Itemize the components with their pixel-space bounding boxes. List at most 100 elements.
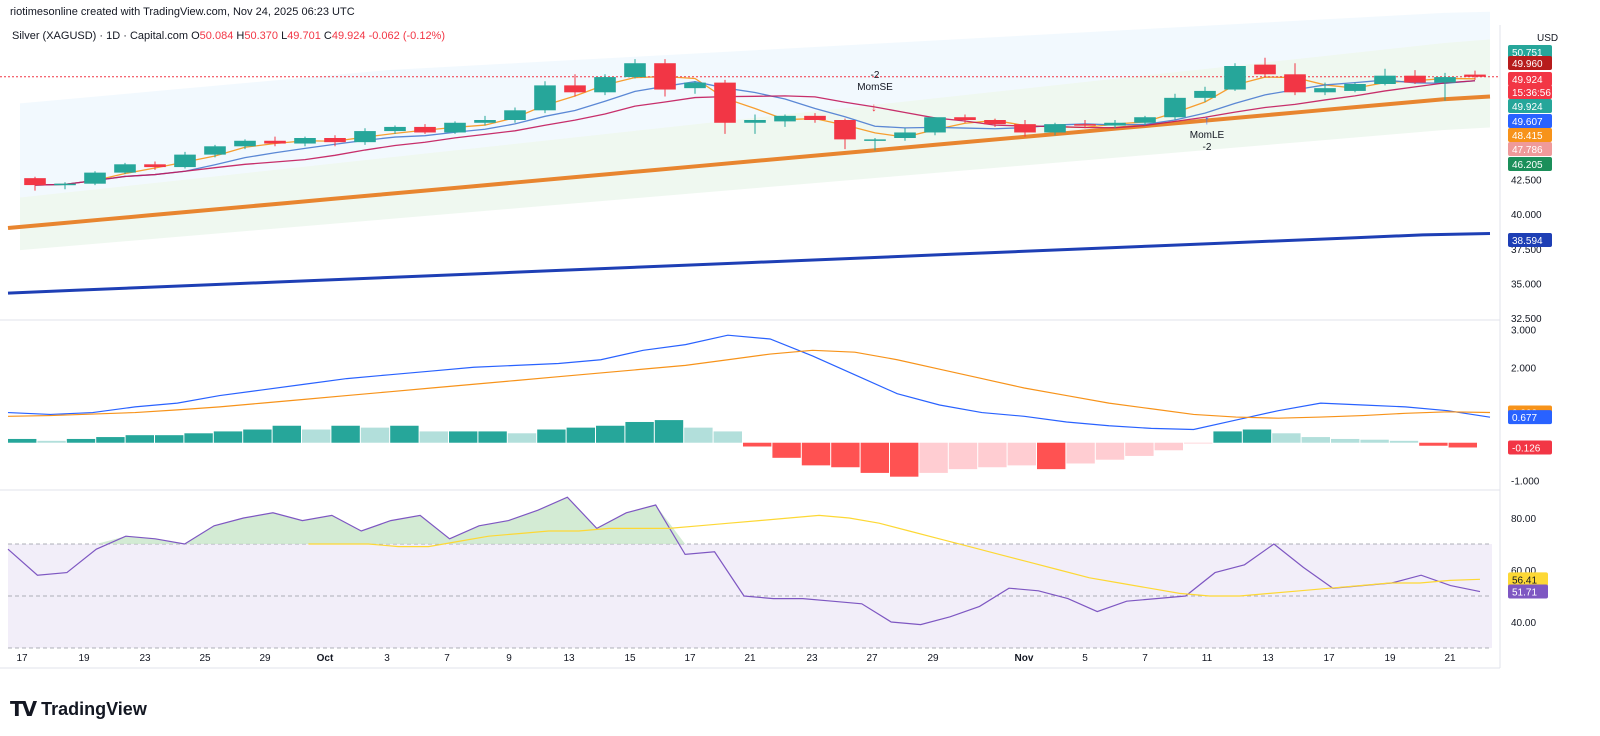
price-axis-badge-label: 38.594 [1512, 236, 1543, 247]
sell-arrow-icon: ↓ [871, 100, 877, 114]
candle-body [1044, 124, 1066, 133]
high-value: 50.370 [244, 30, 278, 42]
currency-label[interactable]: USD [1537, 33, 1559, 44]
macd-histogram-bar [1389, 440, 1419, 443]
candle-body [774, 115, 796, 122]
candle-body [624, 63, 646, 78]
candle-body [1104, 122, 1126, 126]
macd-histogram-bar [1331, 438, 1360, 443]
time-tick-label: 29 [927, 653, 939, 664]
close-value: 49.924 [331, 30, 366, 42]
sma-line [7, 232, 1491, 295]
price-axis-badge [1508, 85, 1552, 99]
rsi-line [7, 496, 1481, 626]
candle-body [984, 120, 1006, 125]
macd-histogram-bar [331, 425, 360, 443]
macd-histogram-bar [831, 442, 860, 468]
price-axis-badge-label: 49.924 [1512, 102, 1543, 113]
macd-histogram-bar [625, 421, 654, 443]
change-value: -0.062 (-0.12%) [368, 30, 446, 42]
macd-tick-label: -1.000 [1511, 476, 1540, 487]
candle-body [894, 132, 916, 138]
time-tick-label: 3 [384, 653, 390, 664]
macd-histogram-bar [596, 425, 625, 443]
macd-histogram-bar [96, 437, 125, 443]
brand-name: TradingView [41, 698, 147, 719]
macd-histogram-bar [1213, 431, 1242, 443]
macd-histogram-bar [478, 431, 507, 443]
upper-band-fill [20, 11, 1490, 198]
candle-body [1374, 75, 1396, 84]
candle-body [1194, 90, 1216, 98]
time-tick-label: 19 [78, 653, 90, 664]
candle-body [414, 126, 436, 133]
candle-body [1434, 77, 1456, 83]
macd-histogram-bar [8, 438, 37, 443]
ma-mid-line [34, 79, 1476, 186]
price-tick-label: 35.000 [1511, 279, 1542, 290]
candle-body [234, 140, 256, 147]
time-tick-label: 13 [1262, 653, 1274, 664]
price-axis-badge [1508, 45, 1552, 59]
price-axis-badge [1508, 56, 1552, 70]
chart-credit: riotimesonline created with TradingView.… [10, 6, 355, 18]
candle-body [24, 178, 46, 186]
macd-histogram-bar [213, 431, 243, 443]
long-ema-line [7, 94, 1491, 230]
rsi-tick-label: 60.00 [1511, 566, 1536, 577]
price-axis-badge-label: 47.786 [1512, 145, 1543, 156]
macd-tick-label: 2.000 [1511, 363, 1536, 374]
price-axis-badge [1508, 72, 1552, 86]
macd-histogram-bar [390, 425, 419, 443]
macd-histogram-bar [713, 431, 742, 443]
rsi-axis-badge [1508, 572, 1548, 587]
macd-histogram-bar [860, 442, 889, 473]
macd-histogram-bar [978, 442, 1007, 468]
ma-slow-line [34, 80, 1476, 186]
price-axis-badge-label: 50.751 [1512, 48, 1543, 59]
candle-body [204, 146, 226, 155]
time-tick-label: 29 [259, 653, 271, 664]
signal-count-label: -2 [1203, 142, 1212, 153]
macd-histogram-bar [419, 431, 448, 443]
candle-body [654, 63, 676, 90]
rsi-axis-badge [1508, 584, 1548, 599]
time-tick-label: 7 [1142, 653, 1148, 664]
macd-histogram-bar [1007, 442, 1036, 466]
macd-histogram-bar [1154, 442, 1183, 451]
macd-histogram-bar [1242, 429, 1272, 443]
price-axis-badge [1508, 233, 1552, 247]
time-tick-label: 23 [139, 653, 151, 664]
macd-histogram-bar [302, 429, 331, 443]
macd-histogram-bar [1419, 442, 1448, 446]
macd-histogram-bar [125, 435, 154, 443]
candle-body [1254, 64, 1276, 75]
macd-histogram-bar [1272, 433, 1301, 443]
lower-band-fill [20, 39, 1490, 251]
macd-histogram-bar [507, 433, 537, 443]
candle-body [1284, 74, 1306, 93]
time-tick-label: 23 [806, 653, 818, 664]
candle-body [1344, 84, 1366, 91]
macd-histogram-bar [272, 425, 301, 443]
rsi-ma-line [308, 514, 1481, 597]
time-tick-label: 11 [1202, 653, 1213, 664]
price-axis-badge-label: 49.924 [1512, 75, 1543, 86]
tradingview-logo: TV TradingView [10, 697, 147, 721]
macd-histogram-bar [1448, 442, 1477, 448]
macd-histogram-bar [801, 442, 831, 466]
time-tick-label: Oct [317, 653, 334, 664]
price-tick-label: 32.500 [1511, 314, 1542, 325]
macd-histogram-bar [566, 427, 595, 443]
candle-body [264, 140, 286, 144]
macd-histogram-bar [684, 427, 713, 443]
candle-body [384, 126, 406, 132]
signal-count-label: -2 [871, 70, 880, 81]
tradingview-logo-icon: TV [10, 697, 37, 721]
candle-body [174, 154, 196, 168]
price-axis-badge [1508, 142, 1552, 156]
macd-histogram-bar [184, 433, 213, 443]
macd-histogram-bar [1095, 442, 1125, 460]
candle-body [444, 122, 466, 133]
